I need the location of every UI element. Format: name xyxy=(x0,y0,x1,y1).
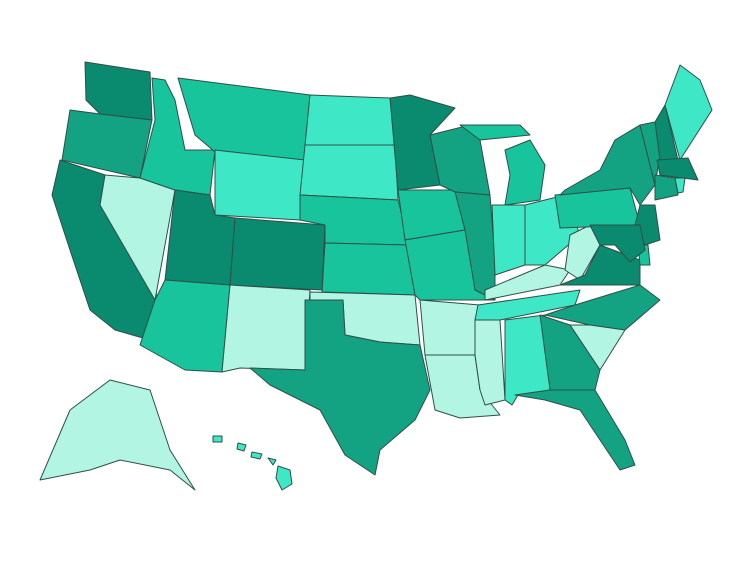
state-il[interactable] xyxy=(454,191,496,301)
state-shape[interactable] xyxy=(84,61,153,121)
state-shape[interactable] xyxy=(674,177,686,194)
state-shape[interactable] xyxy=(491,204,526,276)
state-shape[interactable] xyxy=(177,77,311,161)
state-wy[interactable] xyxy=(214,149,306,221)
state-ga[interactable] xyxy=(539,314,601,391)
state-mi[interactable] xyxy=(459,124,546,206)
state-nv[interactable] xyxy=(99,174,176,301)
state-shape[interactable] xyxy=(514,389,636,471)
state-shape[interactable] xyxy=(459,124,531,141)
state-nm[interactable] xyxy=(221,284,311,373)
state-ak[interactable] xyxy=(39,379,196,491)
state-shape[interactable] xyxy=(214,149,306,221)
state-co[interactable] xyxy=(229,217,326,291)
state-shape[interactable] xyxy=(304,94,396,146)
state-va[interactable] xyxy=(559,244,641,286)
state-shape[interactable] xyxy=(250,451,263,460)
state-ma[interactable] xyxy=(656,157,699,181)
state-shape[interactable] xyxy=(299,144,399,201)
state-ri[interactable] xyxy=(674,177,686,194)
state-shape[interactable] xyxy=(321,242,416,296)
state-id[interactable] xyxy=(139,77,216,196)
state-shape[interactable] xyxy=(39,379,196,491)
state-shape[interactable] xyxy=(559,244,641,286)
state-shape[interactable] xyxy=(275,465,293,491)
state-nd[interactable] xyxy=(304,94,396,146)
state-shape[interactable] xyxy=(474,289,581,321)
state-shape[interactable] xyxy=(664,64,713,161)
state-fl[interactable] xyxy=(514,389,636,471)
state-shape[interactable] xyxy=(229,217,326,291)
state-me[interactable] xyxy=(664,64,713,161)
state-hi[interactable] xyxy=(212,435,293,491)
state-shape[interactable] xyxy=(539,314,601,391)
state-in[interactable] xyxy=(491,204,526,276)
state-shape[interactable] xyxy=(419,299,481,356)
state-shape[interactable] xyxy=(236,442,247,452)
state-ar[interactable] xyxy=(419,299,481,356)
state-shape[interactable] xyxy=(504,139,546,206)
state-shape[interactable] xyxy=(267,457,277,466)
state-shape[interactable] xyxy=(221,284,311,373)
state-sd[interactable] xyxy=(299,144,399,201)
state-shape[interactable] xyxy=(656,157,699,181)
state-ct[interactable] xyxy=(654,174,679,201)
state-shape[interactable] xyxy=(61,109,153,179)
state-or[interactable] xyxy=(61,109,153,179)
state-shape[interactable] xyxy=(589,224,646,263)
state-tx[interactable] xyxy=(249,299,431,476)
state-ky[interactable] xyxy=(484,264,571,301)
state-wa[interactable] xyxy=(84,61,153,121)
state-shape[interactable] xyxy=(99,174,176,301)
state-ks[interactable] xyxy=(321,242,416,296)
state-shape[interactable] xyxy=(454,191,496,301)
state-shape[interactable] xyxy=(654,174,679,201)
state-md[interactable] xyxy=(589,224,646,263)
state-shape[interactable] xyxy=(139,77,216,196)
state-shape[interactable] xyxy=(249,299,431,476)
state-tn[interactable] xyxy=(474,289,581,321)
state-shape[interactable] xyxy=(212,435,223,443)
state-shape[interactable] xyxy=(484,264,571,301)
state-mt[interactable] xyxy=(177,77,311,161)
